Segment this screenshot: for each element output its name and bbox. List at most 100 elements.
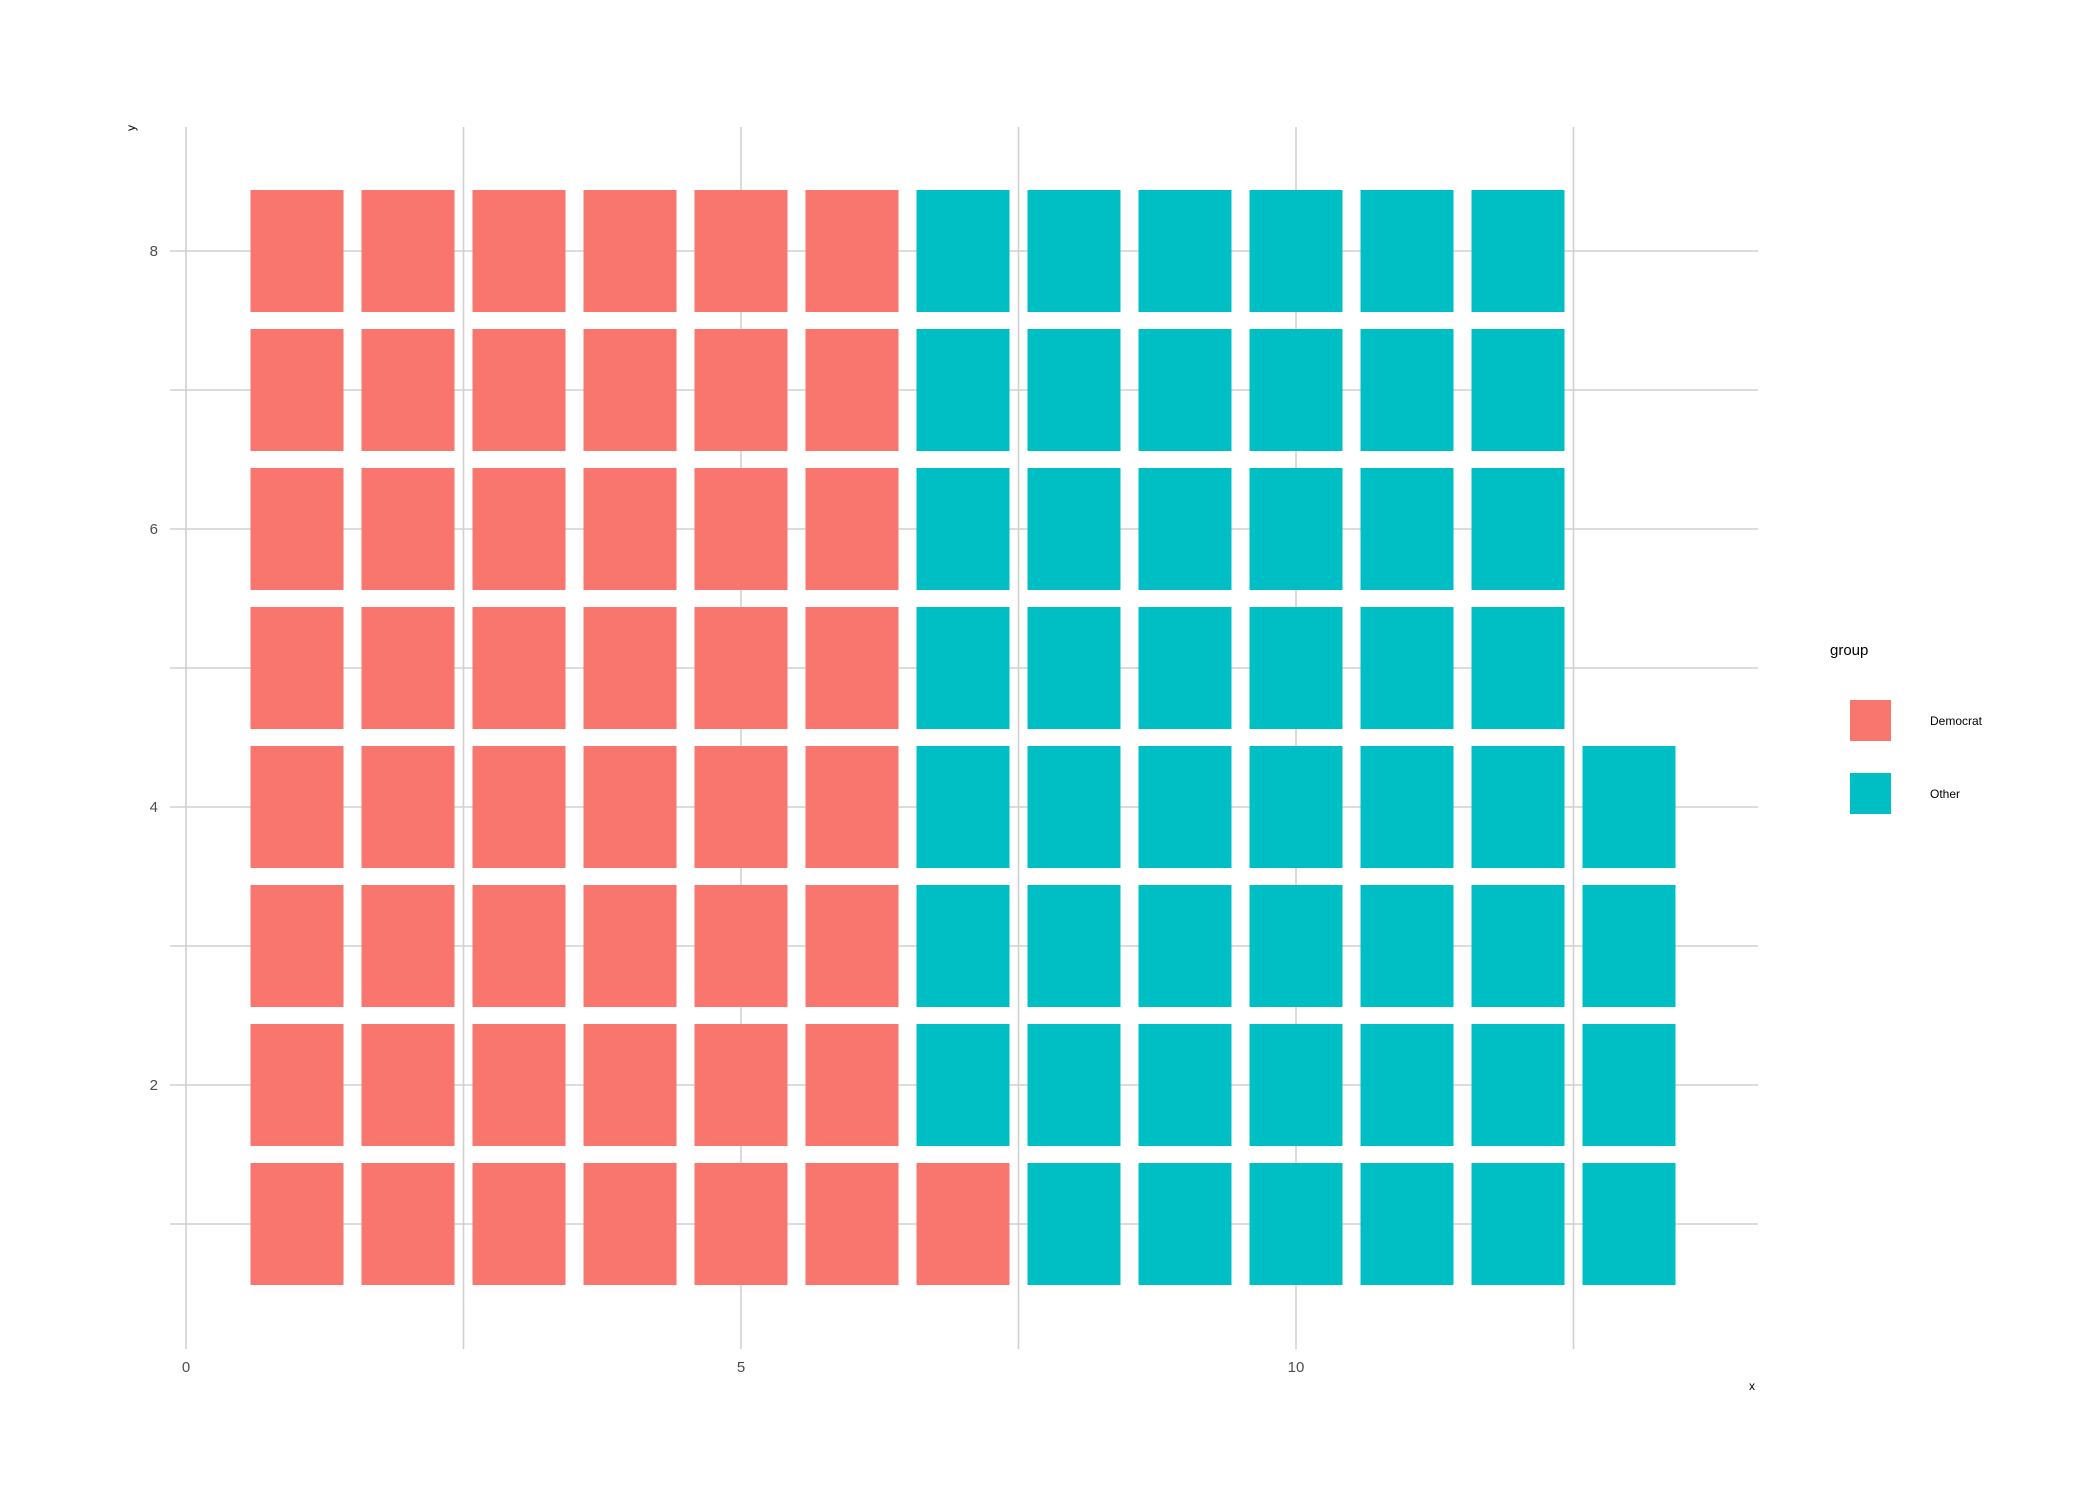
waffle-tile-democrat <box>805 885 899 1007</box>
waffle-tile-other <box>916 607 1010 729</box>
waffle-tile-democrat <box>805 746 899 868</box>
waffle-tile-other <box>1249 885 1343 1007</box>
waffle-tile-democrat <box>583 607 677 729</box>
waffle-tile-other <box>1027 1163 1121 1285</box>
waffle-tile-other <box>1249 329 1343 451</box>
x-tick-label: 0 <box>182 1359 190 1376</box>
waffle-tile-other <box>1249 607 1343 729</box>
waffle-tile-democrat <box>583 190 677 312</box>
y-tick-label: 6 <box>150 521 158 538</box>
waffle-tile-other <box>1138 1163 1232 1285</box>
waffle-tile-democrat <box>250 746 344 868</box>
waffle-tile-democrat <box>472 746 566 868</box>
waffle-tile-other <box>1027 607 1121 729</box>
waffle-tile-democrat <box>694 329 788 451</box>
legend-title: group <box>1830 642 1868 659</box>
waffle-tile-democrat <box>250 885 344 1007</box>
waffle-tile-democrat <box>694 746 788 868</box>
waffle-tile-democrat <box>250 607 344 729</box>
waffle-tile-democrat <box>583 329 677 451</box>
x-axis-title: x <box>1749 1379 1755 1393</box>
waffle-tile-other <box>1360 607 1454 729</box>
waffle-tile-other <box>1027 190 1121 312</box>
waffle-tile-democrat <box>361 468 455 590</box>
tick-labels: 0 5 10 2 4 6 8 <box>150 243 1305 1376</box>
waffle-tile-other <box>1360 746 1454 868</box>
waffle-tile-other <box>1360 190 1454 312</box>
waffle-tile-other <box>1582 885 1676 1007</box>
waffle-tile-democrat <box>805 468 899 590</box>
waffle-tiles <box>250 190 1676 1285</box>
waffle-tile-democrat <box>916 1163 1010 1285</box>
waffle-tile-democrat <box>694 885 788 1007</box>
legend-key-other <box>1850 773 1891 814</box>
waffle-tile-other <box>1249 468 1343 590</box>
waffle-tile-other <box>1471 885 1565 1007</box>
y-tick-label: 8 <box>150 243 158 260</box>
waffle-tile-other <box>916 468 1010 590</box>
waffle-tile-democrat <box>472 885 566 1007</box>
waffle-tile-democrat <box>361 1163 455 1285</box>
waffle-tile-other <box>1027 329 1121 451</box>
waffle-tile-other <box>1360 1024 1454 1146</box>
waffle-tile-democrat <box>361 607 455 729</box>
legend: group Democrat Other <box>1830 642 1983 814</box>
waffle-tile-other <box>1249 1163 1343 1285</box>
waffle-tile-other <box>1249 190 1343 312</box>
legend-key-democrat <box>1850 700 1891 741</box>
waffle-tile-other <box>1582 1163 1676 1285</box>
waffle-tile-democrat <box>583 1163 677 1285</box>
legend-label: Democrat <box>1930 714 1983 728</box>
waffle-tile-other <box>1138 885 1232 1007</box>
waffle-tile-other <box>1360 885 1454 1007</box>
x-tick-label: 10 <box>1288 1359 1305 1376</box>
waffle-tile-other <box>1582 1024 1676 1146</box>
y-tick-label: 2 <box>150 1077 158 1094</box>
waffle-tile-democrat <box>694 1163 788 1285</box>
waffle-tile-democrat <box>250 190 344 312</box>
waffle-tile-democrat <box>805 190 899 312</box>
waffle-tile-other <box>916 746 1010 868</box>
waffle-tile-other <box>1471 1024 1565 1146</box>
waffle-tile-other <box>916 190 1010 312</box>
waffle-tile-other <box>1138 190 1232 312</box>
waffle-tile-other <box>1471 607 1565 729</box>
waffle-tile-democrat <box>250 1024 344 1146</box>
waffle-tile-democrat <box>361 746 455 868</box>
waffle-tile-other <box>1360 1163 1454 1285</box>
waffle-tile-democrat <box>472 1163 566 1285</box>
waffle-tile-democrat <box>250 329 344 451</box>
waffle-tile-other <box>1138 329 1232 451</box>
waffle-tile-other <box>1360 329 1454 451</box>
waffle-tile-democrat <box>250 1163 344 1285</box>
waffle-tile-other <box>1471 329 1565 451</box>
waffle-tile-democrat <box>361 1024 455 1146</box>
waffle-tile-other <box>1471 468 1565 590</box>
waffle-tile-democrat <box>250 468 344 590</box>
waffle-tile-other <box>916 885 1010 1007</box>
waffle-tile-democrat <box>472 468 566 590</box>
waffle-tile-democrat <box>694 607 788 729</box>
waffle-tile-democrat <box>361 885 455 1007</box>
waffle-tile-other <box>1027 1024 1121 1146</box>
waffle-tile-democrat <box>694 468 788 590</box>
waffle-tile-democrat <box>472 1024 566 1146</box>
y-axis-title: y <box>124 125 138 131</box>
waffle-tile-democrat <box>694 190 788 312</box>
waffle-tile-democrat <box>472 190 566 312</box>
waffle-tile-other <box>1138 1024 1232 1146</box>
waffle-tile-other <box>1249 746 1343 868</box>
waffle-tile-democrat <box>805 607 899 729</box>
waffle-tile-democrat <box>583 746 677 868</box>
waffle-tile-other <box>1027 885 1121 1007</box>
waffle-tile-other <box>1138 607 1232 729</box>
waffle-tile-other <box>1138 746 1232 868</box>
waffle-tile-democrat <box>694 1024 788 1146</box>
waffle-tile-other <box>1027 746 1121 868</box>
waffle-tile-other <box>1138 468 1232 590</box>
waffle-tile-other <box>1360 468 1454 590</box>
waffle-tile-democrat <box>805 329 899 451</box>
waffle-tile-democrat <box>472 607 566 729</box>
y-tick-label: 4 <box>150 799 158 816</box>
